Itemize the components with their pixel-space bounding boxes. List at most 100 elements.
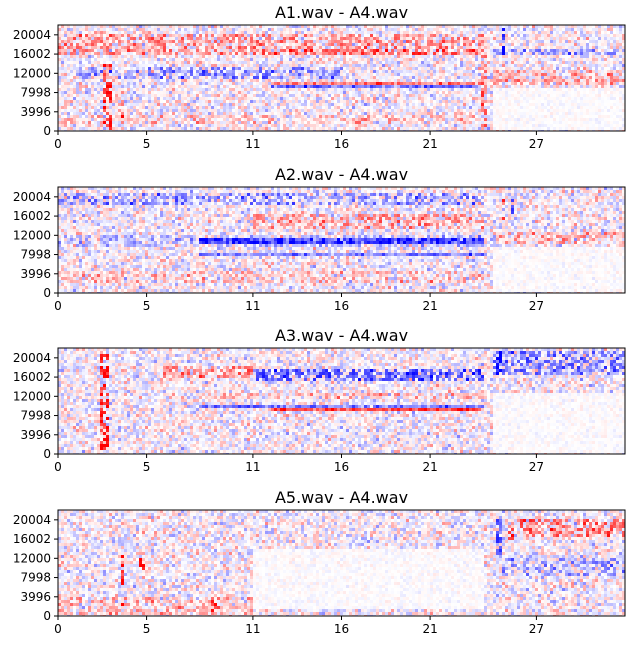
heatmap-cell bbox=[391, 58, 394, 61]
heatmap-cell bbox=[334, 94, 337, 97]
heatmap-cell bbox=[64, 100, 67, 103]
heatmap-cell bbox=[307, 106, 310, 109]
heatmap-cell bbox=[334, 31, 337, 34]
heatmap-cell bbox=[295, 25, 298, 28]
heatmap-cell bbox=[214, 61, 217, 64]
heatmap-cell bbox=[142, 112, 145, 115]
heatmap-cell bbox=[409, 58, 412, 61]
heatmap-cell bbox=[244, 43, 247, 46]
heatmap-cell bbox=[196, 82, 199, 85]
heatmap-cell bbox=[205, 28, 208, 31]
heatmap-cell bbox=[76, 73, 79, 76]
heatmap-cell bbox=[193, 76, 196, 79]
heatmap-cell bbox=[112, 88, 115, 91]
heatmap-cell bbox=[262, 109, 265, 112]
heatmap-cell bbox=[277, 25, 280, 28]
heatmap-cell bbox=[127, 91, 130, 94]
heatmap-cell bbox=[262, 49, 265, 52]
heatmap-cell bbox=[235, 40, 238, 43]
heatmap-cell bbox=[253, 112, 256, 115]
heatmap-cell bbox=[442, 88, 445, 91]
heatmap-cell bbox=[358, 127, 361, 130]
heatmap-cell bbox=[286, 121, 289, 124]
heatmap-cell bbox=[163, 109, 166, 112]
heatmap-cell bbox=[151, 115, 154, 118]
heatmap-cell bbox=[202, 82, 205, 85]
heatmap-cell bbox=[277, 31, 280, 34]
heatmap-cell bbox=[337, 49, 340, 52]
heatmap-cell bbox=[307, 115, 310, 118]
heatmap-cell bbox=[271, 82, 274, 85]
heatmap-cell bbox=[289, 124, 292, 127]
heatmap-cell bbox=[112, 76, 115, 79]
heatmap-cell bbox=[349, 79, 352, 82]
heatmap-cell bbox=[433, 46, 436, 49]
heatmap-cell bbox=[85, 43, 88, 46]
heatmap-cell bbox=[244, 70, 247, 73]
heatmap-cell bbox=[217, 46, 220, 49]
heatmap-cell bbox=[130, 61, 133, 64]
heatmap-cell bbox=[352, 79, 355, 82]
heatmap-cell bbox=[469, 28, 472, 31]
heatmap-cell bbox=[142, 106, 145, 109]
heatmap-cell bbox=[79, 46, 82, 49]
heatmap-cell bbox=[214, 88, 217, 91]
heatmap-cell bbox=[64, 28, 67, 31]
heatmap-cell bbox=[244, 34, 247, 37]
heatmap-cell bbox=[61, 91, 64, 94]
heatmap-cell bbox=[328, 28, 331, 31]
heatmap-cell bbox=[124, 76, 127, 79]
heatmap-cell bbox=[439, 55, 442, 58]
heatmap-cell bbox=[346, 52, 349, 55]
heatmap-cell bbox=[349, 109, 352, 112]
heatmap-cell bbox=[313, 103, 316, 106]
heatmap-cell bbox=[343, 61, 346, 64]
heatmap-cell bbox=[115, 61, 118, 64]
heatmap-cell bbox=[424, 115, 427, 118]
heatmap-cell bbox=[376, 58, 379, 61]
heatmap-cell bbox=[130, 100, 133, 103]
heatmap-cell bbox=[211, 112, 214, 115]
heatmap-cell bbox=[148, 100, 151, 103]
heatmap-cell bbox=[445, 25, 448, 28]
heatmap-cell bbox=[253, 85, 256, 88]
heatmap-cell bbox=[187, 118, 190, 121]
heatmap-cell bbox=[241, 55, 244, 58]
heatmap-cell bbox=[172, 79, 175, 82]
heatmap-cell bbox=[343, 31, 346, 34]
heatmap-cell bbox=[61, 94, 64, 97]
heatmap-cell bbox=[130, 127, 133, 130]
heatmap-cell bbox=[238, 85, 241, 88]
heatmap-cell bbox=[154, 46, 157, 49]
heatmap-cell bbox=[286, 37, 289, 40]
heatmap-cell bbox=[328, 25, 331, 28]
heatmap-cell bbox=[70, 127, 73, 130]
heatmap-cell bbox=[187, 70, 190, 73]
heatmap-cell bbox=[214, 85, 217, 88]
heatmap-cell bbox=[163, 76, 166, 79]
heatmap-cell bbox=[136, 88, 139, 91]
heatmap-cell bbox=[220, 109, 223, 112]
heatmap-cell bbox=[280, 118, 283, 121]
heatmap-cell bbox=[61, 100, 64, 103]
heatmap-cell bbox=[175, 88, 178, 91]
heatmap-cell bbox=[451, 88, 454, 91]
heatmap-cell bbox=[421, 25, 424, 28]
heatmap-cell bbox=[97, 103, 100, 106]
heatmap-cell bbox=[454, 46, 457, 49]
heatmap-cell bbox=[400, 109, 403, 112]
heatmap-cell bbox=[412, 82, 415, 85]
heatmap-cell bbox=[76, 121, 79, 124]
heatmap-cell bbox=[88, 112, 91, 115]
heatmap-cell bbox=[166, 118, 169, 121]
heatmap-cell bbox=[469, 109, 472, 112]
heatmap-cell bbox=[325, 73, 328, 76]
heatmap-cell bbox=[295, 106, 298, 109]
heatmap-cell bbox=[472, 67, 475, 70]
heatmap-cell bbox=[67, 97, 70, 100]
heatmap-cell bbox=[199, 43, 202, 46]
heatmap-cell bbox=[460, 109, 463, 112]
heatmap-cell bbox=[64, 121, 67, 124]
heatmap-cell bbox=[436, 118, 439, 121]
heatmap-cell bbox=[88, 109, 91, 112]
